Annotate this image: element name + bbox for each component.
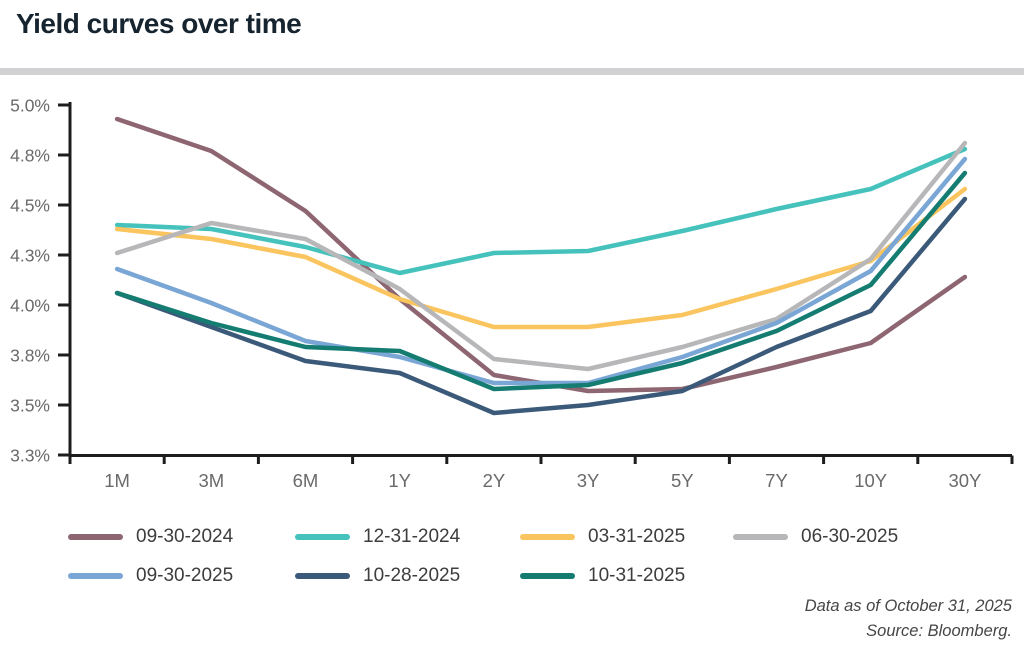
legend-item-10-28-2025: 10-28-2025: [295, 565, 461, 586]
y-tick-label: 4.0%: [10, 296, 50, 316]
legend-item-09-30-2025: 09-30-2025: [68, 565, 234, 586]
page-title: Yield curves over time: [16, 8, 302, 39]
series-line-10-28-2025: [114, 196, 968, 416]
y-tick-label: 4.5%: [10, 196, 50, 216]
data-as-of-note: Data as of October 31, 2025: [804, 597, 1012, 615]
x-tick-label: 2Y: [483, 470, 506, 491]
series-line-09-30-2024: [114, 116, 968, 394]
series-line-12-31-2024: [114, 146, 968, 276]
legend-label: 03-31-2025: [588, 526, 686, 547]
series-line-09-30-2025: [114, 156, 968, 386]
series-line-10-31-2025: [114, 170, 968, 392]
legend-item-12-31-2024: 12-31-2024: [295, 526, 461, 547]
legend-item-03-31-2025: 03-31-2025: [520, 526, 686, 547]
legend-swatch: [520, 573, 575, 579]
legend-label: 09-30-2024: [136, 526, 234, 547]
legend-swatch: [295, 534, 350, 540]
x-tick-label: 1M: [104, 470, 130, 491]
title-divider: [0, 68, 1024, 75]
legend-swatch: [68, 534, 123, 540]
y-tick-label: 5.0%: [10, 96, 50, 116]
x-tick-label: 3M: [198, 470, 224, 491]
y-tick-label: 3.8%: [10, 346, 50, 366]
source-note: Source: Bloomberg.: [866, 622, 1012, 640]
yield-curve-chart: 5.0% 4.8% 4.5% 4.3% 4.0% 3.8% 3.5% 3.3% 1M 3M 6M 1Y…: [10, 96, 1014, 491]
y-tick-label: 3.3%: [10, 446, 50, 466]
legend-label: 10-31-2025: [588, 565, 686, 586]
legend-label: 09-30-2025: [136, 565, 234, 586]
legend-swatch: [68, 573, 123, 579]
x-tick-label: 3Y: [577, 470, 600, 491]
x-tick-label: 5Y: [671, 470, 694, 491]
y-tick-label: 4.3%: [10, 246, 50, 266]
x-tick-label: 10Y: [854, 470, 887, 491]
legend-label: 12-31-2024: [363, 526, 461, 547]
x-tick-label: 7Y: [765, 470, 788, 491]
legend-swatch: [733, 534, 788, 540]
legend-item-06-30-2025: 06-30-2025: [733, 526, 899, 547]
legend-item-09-30-2024: 09-30-2024: [68, 526, 234, 547]
series-line-03-31-2025: [114, 186, 968, 330]
x-tick-label: 1Y: [388, 470, 411, 491]
x-tick-label: 30Y: [948, 470, 981, 491]
legend-label: 10-28-2025: [363, 565, 461, 586]
series-line-06-30-2025: [114, 140, 968, 372]
y-tick-label: 3.5%: [10, 396, 50, 416]
legend-swatch: [295, 573, 350, 579]
x-tick-label: 6M: [293, 470, 319, 491]
legend-item-10-31-2025: 10-31-2025: [520, 565, 686, 586]
y-tick-label: 4.8%: [10, 146, 50, 166]
legend-swatch: [520, 534, 575, 540]
legend-label: 06-30-2025: [801, 526, 899, 547]
